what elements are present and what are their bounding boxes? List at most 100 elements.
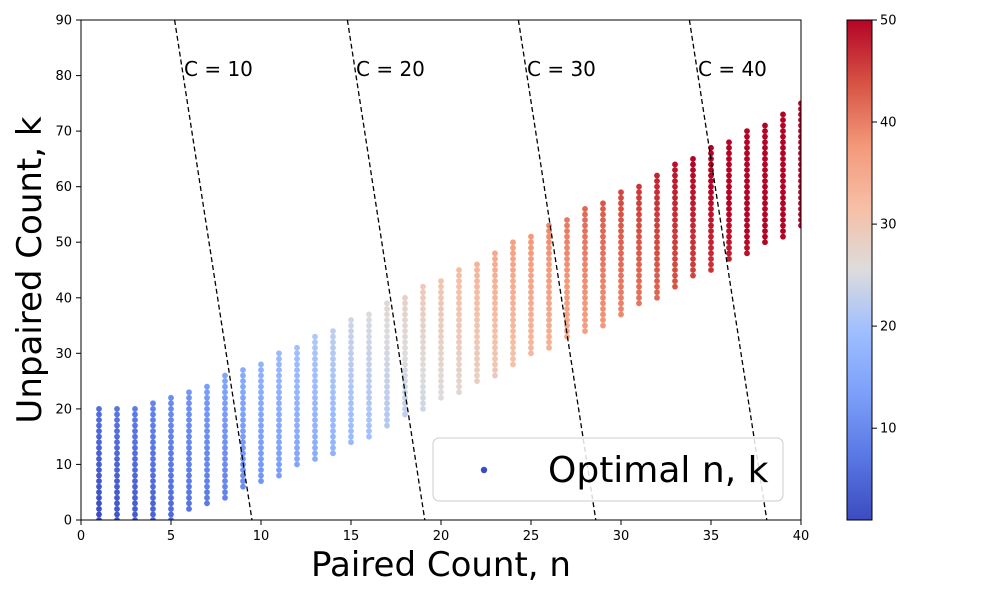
colorbar-tick-label: 20 — [880, 320, 897, 335]
data-point — [366, 372, 372, 379]
data-point — [600, 300, 606, 307]
data-point — [798, 139, 801, 146]
legend-label: Optimal n, k — [548, 450, 769, 491]
data-point — [168, 394, 174, 401]
data-point — [294, 450, 300, 457]
data-point — [600, 283, 606, 290]
data-point — [780, 150, 786, 157]
data-point — [726, 139, 732, 146]
data-point — [366, 350, 372, 357]
data-point — [330, 400, 336, 407]
data-point — [294, 439, 300, 446]
data-point — [618, 233, 624, 240]
data-point — [564, 239, 570, 246]
data-point — [366, 344, 372, 351]
data-point — [438, 394, 444, 401]
data-point — [474, 300, 480, 307]
data-point — [654, 228, 660, 235]
data-point — [708, 228, 714, 235]
data-point — [348, 350, 354, 357]
data-point — [330, 350, 336, 357]
data-point — [366, 361, 372, 368]
data-point — [384, 300, 390, 307]
data-point — [582, 322, 588, 329]
data-point — [798, 150, 801, 157]
data-point — [510, 267, 516, 273]
data-point — [618, 239, 624, 246]
data-point — [492, 289, 498, 296]
data-point — [636, 239, 642, 246]
data-point — [456, 355, 462, 362]
data-point — [456, 328, 462, 335]
data-point — [294, 461, 300, 468]
data-point — [132, 433, 138, 440]
data-point — [240, 394, 246, 401]
data-point — [348, 355, 354, 362]
data-point — [546, 294, 552, 301]
data-point — [762, 200, 768, 207]
data-point — [546, 261, 552, 268]
data-point — [780, 228, 786, 235]
data-point — [690, 217, 696, 223]
data-point — [582, 261, 588, 268]
data-point — [384, 361, 390, 368]
data-point — [186, 467, 192, 473]
data-point — [114, 428, 120, 435]
y-tick-label: 60 — [55, 180, 72, 195]
data-point — [654, 294, 660, 301]
data-point — [114, 411, 120, 418]
data-point — [582, 305, 588, 312]
x-tick-label: 25 — [523, 529, 540, 544]
data-point — [384, 372, 390, 379]
data-point — [510, 311, 516, 318]
data-point — [132, 505, 138, 512]
data-point — [510, 344, 516, 351]
data-point — [150, 500, 156, 507]
data-point — [744, 133, 750, 140]
data-point — [276, 444, 282, 451]
data-point — [366, 378, 372, 385]
data-point — [330, 333, 336, 340]
data-point — [114, 489, 120, 496]
x-tick-label: 35 — [703, 529, 720, 544]
data-point — [474, 278, 480, 285]
data-point — [438, 305, 444, 312]
data-point — [672, 283, 678, 290]
data-point — [384, 339, 390, 346]
data-point — [330, 389, 336, 396]
data-point — [672, 194, 678, 201]
data-point — [258, 400, 264, 407]
data-point — [492, 250, 498, 257]
data-point — [204, 494, 210, 501]
data-point — [240, 422, 246, 429]
data-point — [438, 328, 444, 335]
data-point — [528, 239, 534, 246]
data-point — [348, 333, 354, 340]
data-point — [222, 444, 228, 451]
data-point — [726, 250, 732, 257]
data-point — [618, 250, 624, 257]
data-point — [708, 200, 714, 207]
data-point — [726, 233, 732, 240]
data-point — [618, 244, 624, 251]
data-point — [348, 367, 354, 373]
data-point — [618, 194, 624, 201]
y-tick-label: 40 — [55, 291, 72, 306]
data-point — [366, 417, 372, 423]
data-point — [798, 217, 801, 223]
data-point — [150, 494, 156, 501]
data-point — [204, 444, 210, 451]
data-point — [600, 211, 606, 218]
data-point — [564, 305, 570, 312]
data-point — [366, 328, 372, 335]
data-point — [600, 239, 606, 246]
data-point — [402, 311, 408, 318]
contour-label-c10: C = 10 — [184, 57, 253, 81]
colorbar-tick-label: 10 — [880, 422, 897, 437]
data-point — [708, 183, 714, 190]
data-point — [312, 372, 318, 379]
data-point — [600, 200, 606, 207]
data-point — [96, 439, 102, 446]
legend-marker — [480, 466, 488, 474]
data-point — [600, 278, 606, 285]
